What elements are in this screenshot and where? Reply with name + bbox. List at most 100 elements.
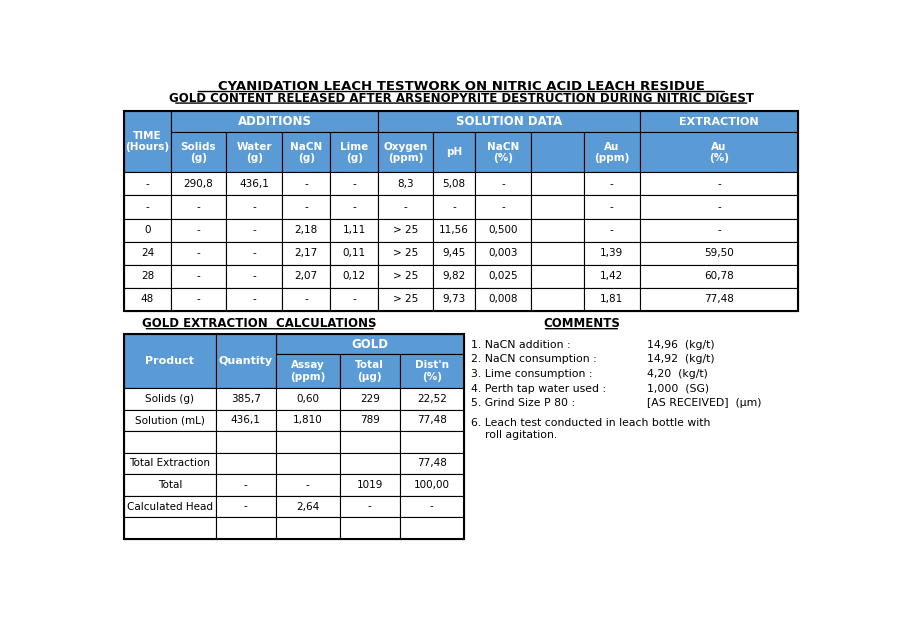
Text: -: - [196,202,201,212]
Bar [124,334,216,388]
Text: -: - [252,248,256,258]
Text: -: - [609,202,614,212]
Bar [339,409,400,431]
Text: -: - [146,179,149,189]
Text: -: - [196,271,201,281]
Bar [378,133,433,172]
Bar [475,242,531,265]
Bar [640,133,798,172]
Bar [339,354,400,388]
Bar [640,219,798,242]
Bar [584,133,640,172]
Bar [124,111,171,172]
Text: -: - [252,202,256,212]
Text: 0,008: 0,008 [489,295,518,305]
Text: 60,78: 60,78 [704,271,734,281]
Text: 3. Lime consumption :: 3. Lime consumption : [471,369,592,379]
Bar [531,288,584,311]
Bar [227,195,283,219]
Bar [124,172,171,195]
Text: Solids
(g): Solids (g) [181,141,216,163]
Text: -: - [306,480,310,490]
Text: 9,45: 9,45 [442,248,465,258]
Text: 1,11: 1,11 [343,225,366,235]
Bar [227,288,283,311]
Text: -: - [717,179,721,189]
Bar [216,517,276,539]
Bar [124,111,798,311]
Bar [640,242,798,265]
Text: CYANIDATION LEACH TESTWORK ON NITRIC ACID LEACH RESIDUE: CYANIDATION LEACH TESTWORK ON NITRIC ACI… [218,80,705,94]
Bar [330,219,378,242]
Bar [531,195,584,219]
Text: -: - [501,179,505,189]
Text: -: - [353,202,356,212]
Text: > 25: > 25 [392,225,418,235]
Bar [584,195,640,219]
Bar [227,219,283,242]
Bar [216,495,276,517]
Text: 1,000  (SG): 1,000 (SG) [647,384,709,394]
Bar [531,242,584,265]
Text: -: - [304,179,308,189]
Text: -: - [353,179,356,189]
Bar [276,334,464,354]
Bar [640,111,798,133]
Bar [283,242,330,265]
Bar [124,265,171,288]
Text: 77,48: 77,48 [417,415,446,425]
Text: 2. NaCN consumption :: 2. NaCN consumption : [471,354,597,364]
Text: Au
(ppm): Au (ppm) [594,141,629,163]
Bar [124,219,171,242]
Bar [433,242,475,265]
Text: -: - [430,502,434,512]
Bar [171,195,227,219]
Text: 4,20  (kg/t): 4,20 (kg/t) [647,369,708,379]
Text: 1,810: 1,810 [292,415,323,425]
Text: 2,17: 2,17 [294,248,318,258]
Text: 229: 229 [360,394,380,404]
Bar [171,133,227,172]
Bar [124,334,464,539]
Bar [475,195,531,219]
Bar [283,195,330,219]
Text: 1. NaCN addition :: 1. NaCN addition : [471,340,571,350]
Bar [433,133,475,172]
Text: 14,92  (kg/t): 14,92 (kg/t) [647,354,715,364]
Bar [171,265,227,288]
Bar [400,495,464,517]
Bar [400,388,464,409]
Text: Dist'n
(%): Dist'n (%) [415,360,449,382]
Text: GOLD CONTENT RELEASED AFTER ARSENOPYRITE DESTRUCTION DURING NITRIC DIGEST: GOLD CONTENT RELEASED AFTER ARSENOPYRITE… [169,92,754,105]
Bar [216,474,276,495]
Bar [330,288,378,311]
Text: 28: 28 [140,271,154,281]
Text: 789: 789 [360,415,380,425]
Text: -: - [717,202,721,212]
Bar [475,288,531,311]
Bar [171,288,227,311]
Bar [124,474,216,495]
Bar [283,172,330,195]
Text: 290,8: 290,8 [184,179,213,189]
Bar [584,172,640,195]
Bar [171,242,227,265]
Bar [640,265,798,288]
Text: -: - [304,202,308,212]
Text: 9,73: 9,73 [442,295,465,305]
Bar [171,111,378,133]
Text: Product: Product [146,356,194,366]
Text: Calculated Head: Calculated Head [127,502,212,512]
Bar [339,474,400,495]
Bar [227,133,283,172]
Bar [378,265,433,288]
Text: -: - [353,295,356,305]
Text: Total
(μg): Total (μg) [356,360,384,382]
Bar [584,265,640,288]
Bar [433,288,475,311]
Bar [531,133,584,172]
Bar [330,133,378,172]
Text: 0: 0 [144,225,150,235]
Bar [283,288,330,311]
Text: -: - [252,295,256,305]
